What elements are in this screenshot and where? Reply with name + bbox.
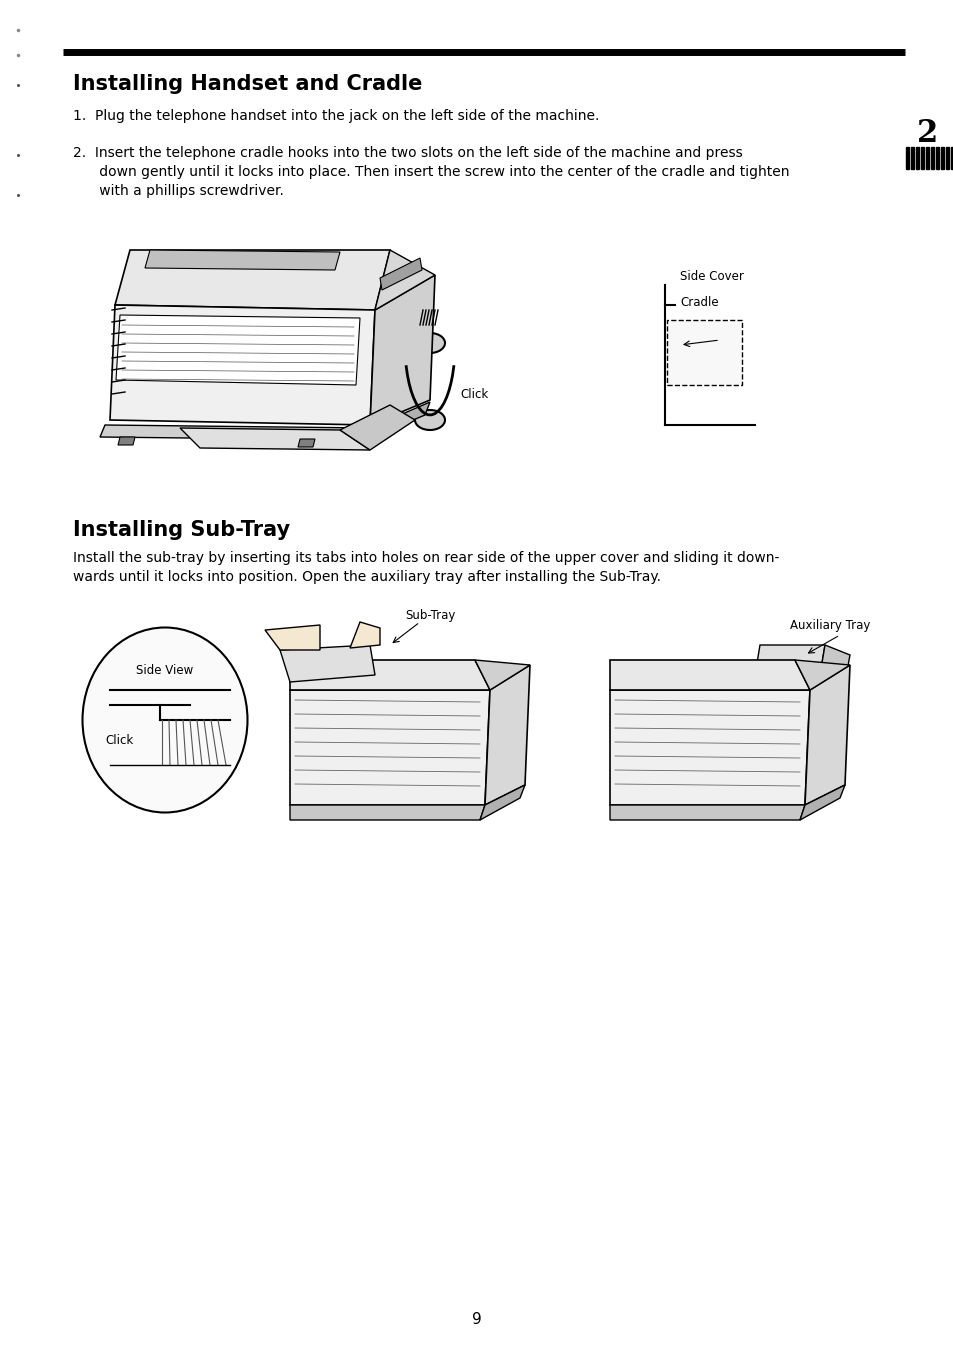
- Polygon shape: [365, 402, 430, 440]
- Text: wards until it locks into position. Open the auxiliary tray after installing the: wards until it locks into position. Open…: [73, 571, 660, 584]
- Polygon shape: [479, 785, 524, 820]
- Bar: [905, 147, 908, 169]
- Polygon shape: [379, 258, 421, 290]
- Text: Install the sub-tray by inserting its tabs into holes on rear side of the upper : Install the sub-tray by inserting its ta…: [73, 550, 779, 565]
- Polygon shape: [290, 660, 490, 689]
- Text: 2: 2: [917, 117, 938, 148]
- Polygon shape: [297, 438, 314, 447]
- Polygon shape: [115, 250, 390, 310]
- Polygon shape: [609, 689, 809, 805]
- Bar: [920, 147, 923, 169]
- Bar: [935, 147, 938, 169]
- Polygon shape: [145, 250, 339, 270]
- Polygon shape: [265, 625, 319, 650]
- Polygon shape: [110, 305, 375, 425]
- Bar: [925, 147, 928, 169]
- Polygon shape: [484, 665, 530, 805]
- Text: 1.  Plug the telephone handset into the jack on the left side of the machine.: 1. Plug the telephone handset into the j…: [73, 109, 598, 123]
- Polygon shape: [100, 425, 370, 440]
- Polygon shape: [820, 645, 849, 683]
- Text: Auxiliary Tray: Auxiliary Tray: [789, 618, 869, 631]
- Polygon shape: [609, 660, 809, 689]
- Polygon shape: [180, 428, 370, 451]
- Bar: [930, 147, 933, 169]
- Polygon shape: [290, 689, 490, 805]
- Text: Cradle: Cradle: [679, 297, 718, 309]
- Polygon shape: [800, 785, 844, 820]
- Polygon shape: [280, 645, 375, 683]
- Text: Sub-Tray: Sub-Tray: [404, 608, 455, 622]
- Text: Installing Handset and Cradle: Installing Handset and Cradle: [73, 74, 422, 94]
- Polygon shape: [375, 250, 435, 310]
- Polygon shape: [290, 805, 484, 820]
- Bar: [910, 147, 913, 169]
- Polygon shape: [609, 805, 804, 820]
- Polygon shape: [339, 405, 415, 451]
- Ellipse shape: [82, 627, 247, 812]
- Polygon shape: [754, 645, 824, 674]
- Polygon shape: [794, 660, 849, 689]
- Bar: [915, 147, 918, 169]
- Ellipse shape: [415, 410, 444, 430]
- Text: Side Cover: Side Cover: [679, 271, 743, 283]
- Polygon shape: [116, 316, 359, 384]
- Text: Click: Click: [459, 389, 488, 402]
- Text: Click: Click: [106, 734, 134, 746]
- Bar: [950, 147, 953, 169]
- Text: Installing Sub-Tray: Installing Sub-Tray: [73, 519, 290, 540]
- Polygon shape: [118, 437, 135, 445]
- Polygon shape: [804, 665, 849, 805]
- Polygon shape: [350, 622, 379, 648]
- Bar: [940, 147, 943, 169]
- Ellipse shape: [415, 333, 444, 353]
- Bar: [945, 147, 948, 169]
- Text: Side View: Side View: [136, 664, 193, 676]
- Polygon shape: [475, 660, 530, 689]
- Text: 9: 9: [472, 1313, 481, 1327]
- Bar: [666, 320, 741, 384]
- Text: with a phillips screwdriver.: with a phillips screwdriver.: [73, 183, 284, 198]
- Text: 2.  Insert the telephone cradle hooks into the two slots on the left side of the: 2. Insert the telephone cradle hooks int…: [73, 146, 742, 161]
- Polygon shape: [370, 275, 435, 425]
- Text: down gently until it locks into place. Then insert the screw into the center of : down gently until it locks into place. T…: [73, 165, 789, 179]
